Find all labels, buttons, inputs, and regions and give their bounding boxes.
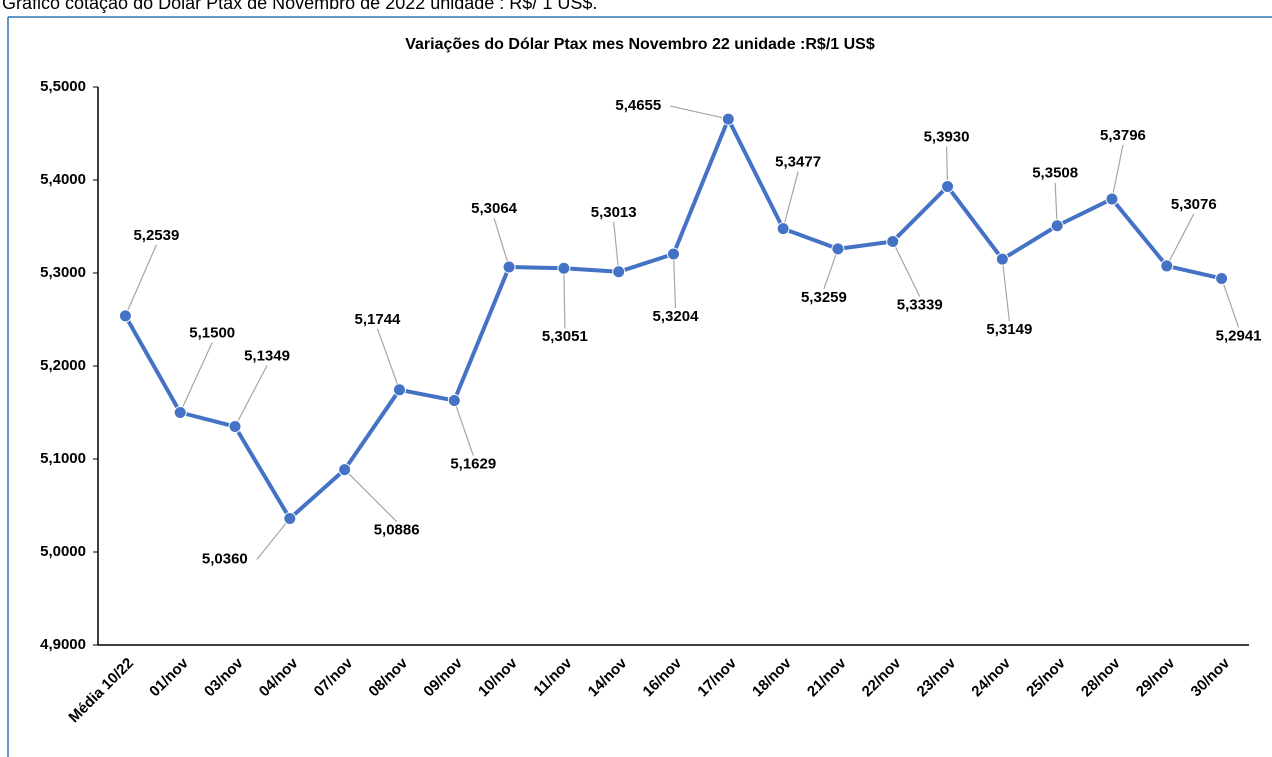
- leader-line: [563, 268, 566, 329]
- data-label: 5,3930: [924, 128, 970, 145]
- data-point: [392, 383, 406, 397]
- leader-line: [124, 244, 157, 317]
- page-heading: Gráfico cotação do Dólar Ptax de Novembr…: [2, 0, 597, 13]
- data-label: 5,1500: [189, 324, 235, 341]
- data-label: 5,3204: [653, 308, 700, 325]
- leader-line: [493, 217, 510, 268]
- x-tick-label: 23/nov: [914, 654, 960, 700]
- data-label: 5,3796: [1100, 127, 1146, 144]
- data-point: [283, 512, 297, 526]
- data-point: [941, 180, 955, 194]
- leader-line: [672, 254, 677, 309]
- data-label: 5,3508: [1032, 165, 1078, 182]
- data-label: 5,3051: [542, 328, 588, 345]
- data-point: [1050, 219, 1064, 233]
- data-point: [338, 463, 352, 477]
- y-tick-label: 5,4000: [40, 171, 86, 188]
- y-tick-label: 5,5000: [40, 78, 86, 95]
- y-tick-label: 5,1000: [40, 450, 86, 467]
- data-label: 5,3013: [591, 204, 637, 221]
- x-tick-label: 16/nov: [640, 654, 686, 700]
- data-label: 5,4655: [615, 97, 661, 114]
- x-tick-label: 28/nov: [1078, 654, 1124, 700]
- leader-line: [376, 328, 401, 391]
- leader-line: [782, 171, 799, 229]
- leader-line: [1054, 182, 1058, 226]
- data-point: [667, 247, 680, 261]
- data-point: [502, 260, 516, 274]
- data-point: [1160, 259, 1174, 273]
- x-tick-label: 25/nov: [1023, 654, 1069, 700]
- x-tick-label: 08/nov: [365, 654, 411, 700]
- data-point: [721, 112, 735, 126]
- data-point: [118, 309, 132, 323]
- data-point: [831, 242, 845, 256]
- data-label: 5,1744: [355, 311, 402, 328]
- x-tick-label: 10/nov: [475, 654, 521, 700]
- data-label: 5,3259: [801, 289, 847, 306]
- data-label: 5,3064: [471, 200, 518, 217]
- x-tick-label: 04/nov: [256, 654, 302, 700]
- data-label: 5,0886: [374, 522, 420, 539]
- data-point: [173, 406, 187, 419]
- leader-line: [256, 518, 291, 560]
- data-label: 5,0360: [202, 550, 248, 567]
- data-point: [612, 265, 626, 279]
- leader-line: [945, 146, 949, 187]
- chart-title: Variações do Dólar Ptax mes Novembro 22 …: [405, 36, 875, 53]
- data-point: [228, 420, 242, 434]
- data-point: [776, 222, 790, 236]
- leader-line: [234, 365, 268, 427]
- data-label: 5,2941: [1216, 327, 1262, 344]
- data-point: [1105, 192, 1119, 206]
- x-tick-label: 17/nov: [694, 654, 740, 700]
- x-tick-label: 29/nov: [1133, 654, 1179, 700]
- x-tick-label: 22/nov: [859, 654, 905, 700]
- data-label: 5,3477: [775, 154, 821, 171]
- x-tick-label: 24/nov: [968, 654, 1014, 700]
- leader-line: [344, 469, 398, 523]
- x-tick-label: Média 10/22: [65, 655, 137, 727]
- data-label: 5,3149: [986, 321, 1032, 338]
- data-point: [1215, 271, 1229, 285]
- x-tick-label: 21/nov: [804, 654, 850, 700]
- x-tick-label: 14/nov: [585, 654, 631, 700]
- y-tick-label: 5,2000: [40, 357, 86, 374]
- leader-line: [1111, 144, 1124, 200]
- leader-line: [670, 105, 729, 120]
- leader-line: [1001, 259, 1010, 322]
- data-label: 5,3339: [897, 296, 943, 313]
- x-tick-label: 09/nov: [420, 654, 466, 700]
- data-point: [447, 394, 461, 408]
- leader-line: [1166, 213, 1195, 267]
- data-point: [995, 252, 1009, 266]
- x-tick-label: 01/nov: [146, 654, 192, 700]
- data-label: 5,2539: [133, 227, 179, 244]
- leader-line: [179, 342, 213, 413]
- leader-line: [1221, 278, 1240, 328]
- y-tick-label: 5,3000: [40, 264, 86, 281]
- data-label: 5,1629: [450, 455, 496, 472]
- leader-line: [453, 400, 474, 456]
- data-point: [557, 261, 571, 275]
- data-point: [886, 234, 900, 248]
- x-tick-label: 11/nov: [530, 654, 576, 700]
- data-label: 5,3076: [1171, 196, 1217, 213]
- x-tick-label: 30/nov: [1188, 654, 1234, 700]
- data-label: 5,1349: [244, 348, 290, 365]
- y-tick-label: 5,0000: [40, 543, 86, 560]
- leader-line: [892, 241, 921, 297]
- x-tick-label: 07/nov: [311, 654, 357, 700]
- leader-line: [613, 221, 620, 272]
- x-tick-label: 03/nov: [201, 654, 247, 700]
- y-tick-label: 4,9000: [40, 636, 86, 653]
- x-tick-label: 18/nov: [749, 654, 795, 700]
- leader-line: [823, 248, 839, 290]
